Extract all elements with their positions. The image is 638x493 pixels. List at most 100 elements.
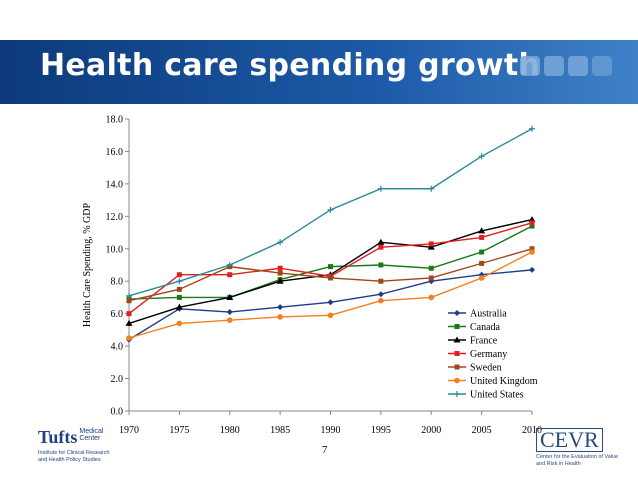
- data-point-sweden: [428, 275, 434, 281]
- page-number: 7: [322, 444, 328, 456]
- x-tick-label: 1975: [169, 425, 189, 436]
- decor-tile: [568, 56, 588, 76]
- y-tick-label: 4.0: [111, 342, 124, 353]
- data-point-united-kingdom: [126, 335, 132, 341]
- data-point-united-kingdom: [327, 312, 334, 319]
- data-point-united-kingdom: [277, 314, 283, 320]
- data-point-united-states: [126, 292, 132, 299]
- series-line-canada: [128, 225, 533, 300]
- data-point-united-kingdom: [176, 320, 183, 327]
- y-tick-label: 8.0: [111, 277, 124, 288]
- data-point-germany: [126, 311, 132, 317]
- y-tick-label: 14.0: [106, 179, 124, 190]
- data-point-united-kingdom: [226, 317, 233, 323]
- data-point-united-states: [327, 206, 334, 213]
- legend-label-australia: Australia: [470, 309, 507, 320]
- legend-marker-canada: [454, 324, 460, 329]
- legend-label-france: France: [470, 336, 498, 347]
- decor-tile: [520, 56, 540, 76]
- data-point-united-states: [176, 278, 183, 285]
- data-point-france: [427, 243, 435, 250]
- data-point-germany: [479, 234, 485, 240]
- cevr-logo-subtitle: Center for the Evaluation of Value and R…: [536, 454, 619, 467]
- data-point-germany: [378, 244, 384, 250]
- data-point-germany: [176, 272, 182, 278]
- x-tick-label: 1970: [119, 425, 139, 436]
- data-point-united-kingdom: [428, 294, 435, 301]
- data-point-united-states: [226, 262, 233, 268]
- y-tick-label: 2.0: [111, 374, 124, 385]
- data-point-united-states: [428, 185, 435, 192]
- legend-label-canada: Canada: [470, 322, 501, 333]
- data-point-australia: [226, 309, 233, 316]
- legend-marker-united-kingdom: [454, 377, 460, 384]
- tufts-logo-suffix: Medical Center: [79, 428, 104, 442]
- data-point-canada: [529, 223, 535, 229]
- legend-label-sweden: Sweden: [470, 363, 502, 374]
- x-tick-label: 1990: [321, 425, 341, 436]
- data-point-canada: [328, 264, 333, 270]
- y-tick-label: 12.0: [106, 212, 124, 223]
- data-point-sweden: [378, 278, 384, 284]
- slide-title: Health care spending growth: [40, 48, 541, 83]
- data-point-united-states: [529, 125, 535, 132]
- data-point-germany: [227, 272, 233, 278]
- data-point-germany: [277, 265, 283, 271]
- data-point-united-kingdom: [478, 275, 485, 281]
- x-tick-label: 2000: [421, 425, 441, 436]
- y-tick-label: 6.0: [111, 309, 124, 320]
- data-point-sweden: [176, 286, 182, 292]
- legend-label-germany: Germany: [470, 349, 507, 360]
- x-tick-label: 2005: [472, 425, 492, 436]
- data-point-france: [276, 277, 284, 284]
- tufts-logo-name: Tufts: [38, 427, 78, 447]
- data-point-sweden: [479, 260, 485, 266]
- data-point-sweden: [126, 298, 132, 304]
- legend-marker-germany: [454, 351, 460, 356]
- data-point-australia: [377, 291, 384, 298]
- x-tick-label: 2010: [522, 425, 542, 436]
- data-point-canada: [479, 249, 485, 255]
- y-tick-label: 0.0: [111, 407, 124, 418]
- legend-marker-united-states: [454, 391, 460, 397]
- y-axis-label: Health Care Spending, % GDP: [82, 202, 93, 327]
- data-point-france: [226, 293, 234, 300]
- data-point-united-states: [478, 153, 485, 160]
- data-point-france: [175, 303, 183, 310]
- data-point-united-states: [377, 185, 384, 192]
- y-tick-label: 10.0: [106, 244, 124, 255]
- data-point-canada: [378, 262, 384, 268]
- data-point-sweden: [529, 246, 535, 252]
- data-point-australia: [277, 304, 284, 311]
- data-point-france: [478, 227, 486, 234]
- data-point-united-kingdom: [378, 297, 384, 304]
- data-point-united-kingdom: [529, 249, 535, 255]
- x-tick-label: 1995: [371, 425, 391, 436]
- decor-tile: [592, 56, 612, 76]
- legend-marker-australia: [454, 310, 460, 316]
- x-tick-label: 1985: [270, 425, 290, 436]
- x-tick-label: 1980: [220, 425, 240, 436]
- tufts-logo: Tufts Medical Center Institute for Clinic…: [38, 428, 118, 464]
- data-point-france: [125, 319, 133, 326]
- y-tick-label: 16.0: [106, 147, 124, 158]
- tufts-logo-subtitle: Institute for Clinical Research and Heal…: [38, 450, 110, 463]
- legend-marker-sweden: [454, 364, 460, 370]
- legend-label-united-states: United States: [470, 390, 524, 401]
- data-point-canada: [176, 294, 182, 300]
- data-point-australia: [327, 299, 334, 306]
- data-point-australia: [529, 266, 535, 273]
- data-point-germany: [428, 241, 434, 247]
- data-point-sweden: [277, 270, 283, 276]
- data-point-sweden: [328, 275, 333, 281]
- cevr-logo: CEVR Center for the Evaluation of Value …: [536, 428, 626, 468]
- data-point-canada: [428, 265, 434, 271]
- decor-tile: [544, 56, 564, 76]
- legend-marker-france: [453, 336, 461, 343]
- cevr-logo-name: CEVR: [536, 428, 603, 452]
- legend-label-united-kingdom: United Kingdom: [470, 376, 538, 387]
- y-tick-label: 18.0: [106, 115, 124, 126]
- data-point-france: [377, 238, 385, 245]
- data-point-united-states: [277, 239, 284, 246]
